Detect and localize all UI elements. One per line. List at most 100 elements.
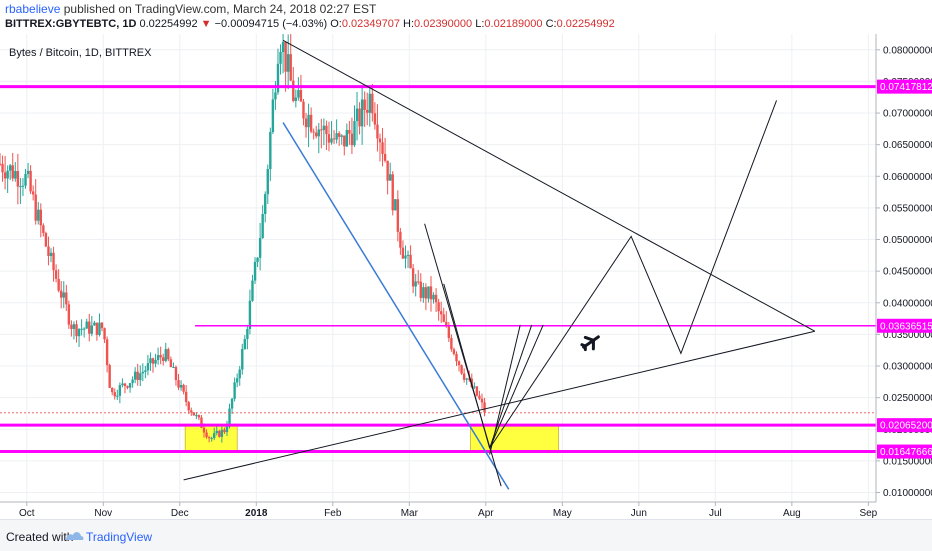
candle-body [452, 349, 456, 355]
candle-body [197, 415, 201, 418]
candle-body [21, 185, 25, 187]
price-tick-label: 0.01500000 [883, 456, 932, 467]
candle-body [131, 379, 134, 384]
drawing-tools[interactable] [183, 39, 816, 490]
candle-body [121, 383, 124, 386]
candle-body [345, 129, 349, 147]
candle-body [11, 165, 14, 179]
candle-body [103, 328, 106, 340]
candle-body [264, 194, 267, 214]
candle-body [432, 294, 435, 300]
candle-body [399, 231, 402, 248]
candle-body [322, 125, 326, 131]
horizontal-levels[interactable] [0, 85, 876, 454]
candle-body [332, 138, 336, 140]
author-link[interactable]: rbabelieve [5, 2, 61, 16]
candle-body [360, 99, 364, 127]
candle-body [52, 252, 55, 271]
blue-trendline [282, 122, 510, 490]
candle-body [128, 383, 132, 388]
candle-body [246, 329, 249, 340]
candle-body [419, 281, 422, 298]
price-chart[interactable]: 0.080000000.075000000.070000000.06500000… [0, 34, 932, 519]
candle-body [44, 233, 48, 247]
price-label-text: 0.01647666 [880, 447, 932, 458]
time-tick-label: Jul [709, 508, 722, 519]
candle-body [213, 433, 216, 439]
published-text: published on TradingView.com, March 24, … [63, 2, 377, 16]
candle-body [307, 114, 310, 128]
candle-body [54, 270, 58, 279]
candle-body [144, 370, 147, 372]
candles [0, 34, 486, 443]
price-tick-label: 0.03500000 [883, 330, 932, 341]
candle-body [274, 92, 277, 100]
candle-body [391, 174, 394, 211]
candle-body [248, 300, 252, 330]
price-label-box [877, 444, 932, 459]
candle-body [75, 324, 78, 337]
price-tick-label: 0.04000000 [883, 298, 932, 309]
candle-body [325, 125, 328, 135]
time-tick-label: Sep [859, 508, 877, 519]
candle-body [439, 311, 443, 315]
candle-body [205, 432, 208, 438]
candle-body [353, 121, 356, 146]
candle-body [184, 391, 188, 403]
candle-body [207, 437, 211, 439]
candle-body [241, 348, 244, 370]
candle-body [442, 314, 445, 322]
candle-body [388, 174, 392, 181]
time-tick-label: 2018 [245, 508, 268, 519]
candle-body [100, 322, 104, 329]
price-label-text: 0.03636515 [880, 321, 932, 332]
tradingview-logo-icon[interactable] [64, 528, 84, 542]
time-axis[interactable]: Oct Nov Dec 2018 Feb Mar Apr May Jun Jul Aug Sep [19, 502, 878, 519]
candle-body [381, 142, 384, 154]
candle-body [269, 132, 272, 170]
candle-body [292, 80, 295, 101]
open-value: 0.02349707 [341, 18, 400, 30]
candle-body [411, 268, 415, 287]
candle-body [29, 170, 32, 192]
candle-body [72, 324, 76, 329]
candle-body [90, 325, 94, 334]
candle-body [286, 54, 290, 72]
time-tick-label: May [553, 508, 572, 519]
price-axis-labels: 0.07417812 0.03636515 0.02065200 0.01647666 [877, 79, 932, 459]
candle-body [162, 357, 165, 361]
candle-body [337, 133, 341, 137]
price-tick-label: 0.08000000 [883, 45, 932, 56]
candle-body [271, 99, 275, 133]
candle-body [256, 257, 259, 262]
candle-body [108, 365, 111, 388]
candle-body [62, 292, 65, 298]
candle-body [394, 199, 397, 211]
candle-body [340, 135, 343, 137]
price-change: −0.00094715 (−4.03%) [214, 18, 328, 30]
candle-body [243, 339, 247, 349]
projection-path [489, 100, 778, 449]
candle-body [67, 304, 71, 325]
candle-body [154, 359, 157, 364]
candle-body [172, 367, 175, 369]
change-arrow: ▼ [200, 18, 212, 30]
candle-body [401, 247, 405, 259]
tradingview-link[interactable]: TradingView [86, 530, 153, 544]
candle-body [335, 133, 338, 140]
candle-body [39, 209, 43, 226]
fan-line-2 [443, 283, 491, 449]
candle-body [251, 280, 254, 301]
candle-body [151, 358, 155, 364]
candle-body [77, 329, 81, 337]
candle-body [93, 322, 96, 326]
candle-body [261, 213, 264, 239]
candle-body [343, 135, 346, 147]
candle-body [136, 371, 139, 381]
open-key: O: [330, 18, 342, 30]
candle-body [47, 246, 50, 257]
candle-body [253, 261, 257, 281]
candle-body [111, 387, 114, 393]
candle-body [266, 169, 269, 195]
publish-info: rbabelieve published on TradingView.com,… [5, 2, 376, 16]
